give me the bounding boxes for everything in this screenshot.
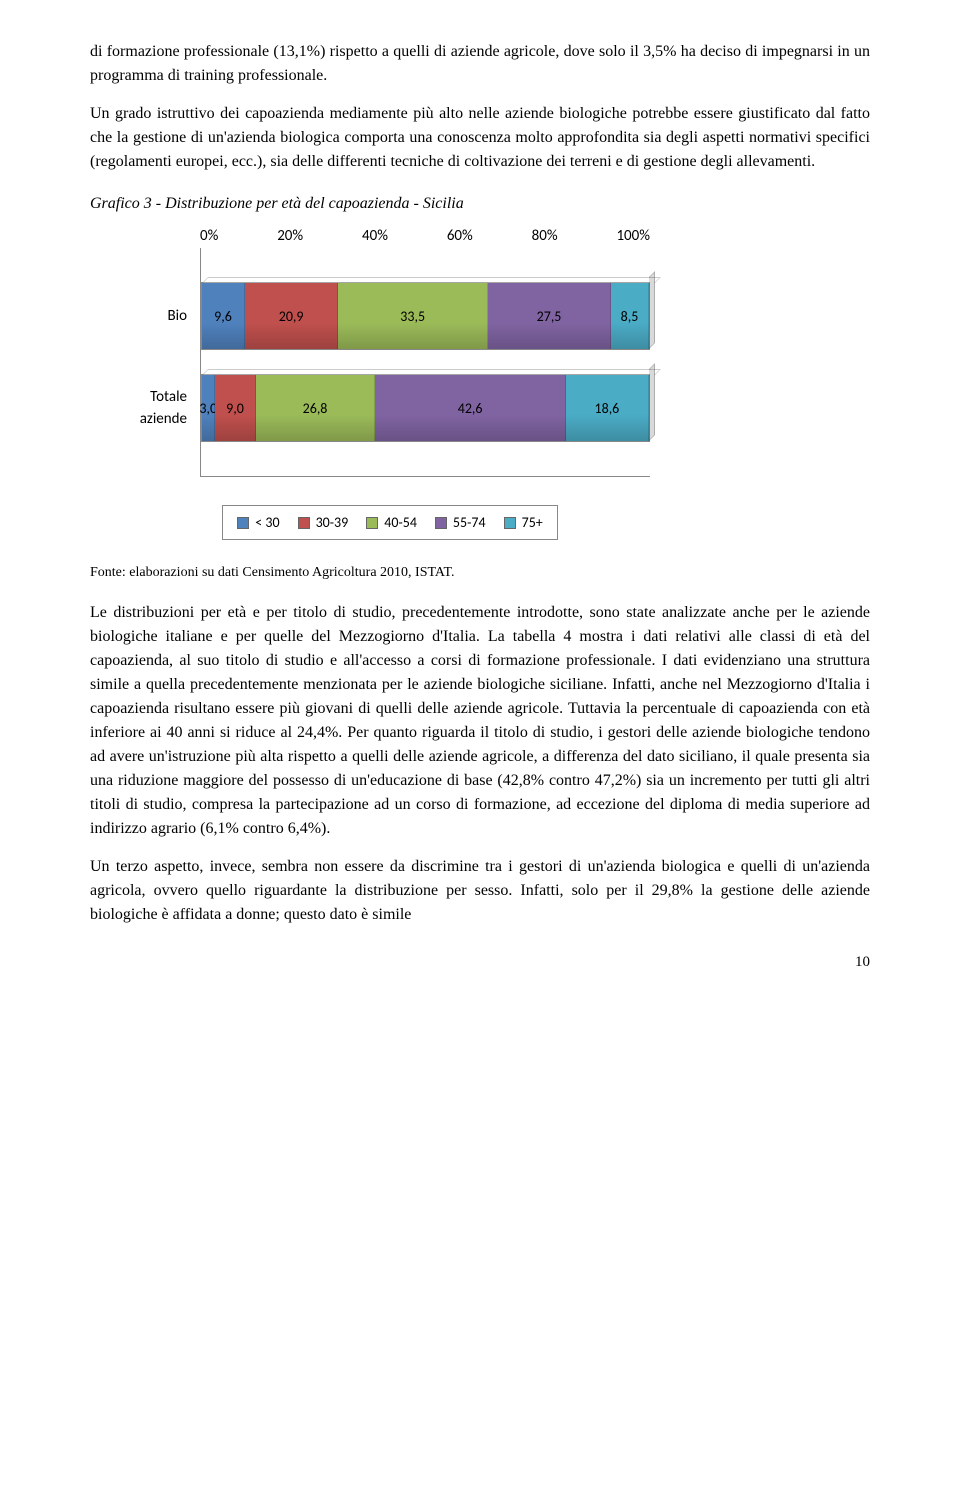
- body-paragraph: di formazione professionale (13,1%) risp…: [90, 40, 870, 88]
- legend-item: 30-39: [298, 512, 349, 533]
- bar-segment: 9,6: [202, 283, 245, 349]
- segment-value: 9,0: [226, 398, 244, 419]
- legend-label: 30-39: [316, 512, 349, 533]
- chart-title: Grafico 3 - Distribuzione per età del ca…: [90, 192, 870, 216]
- x-tick: 60%: [447, 225, 473, 248]
- legend-item: 75+: [504, 512, 543, 533]
- legend-swatch: [435, 517, 447, 529]
- page-number: 10: [90, 951, 870, 974]
- x-tick: 40%: [362, 225, 388, 248]
- x-tick: 100%: [616, 225, 650, 248]
- chart-source: Fonte: elaborazioni su dati Censimento A…: [90, 562, 870, 583]
- segment-value: 18,6: [595, 398, 620, 419]
- legend-label: < 30: [255, 512, 279, 533]
- chart-legend: < 30 30-39 40-54 55-74 75+: [222, 505, 558, 540]
- plot-area: Bio9,620,933,527,58,5Totale aziende3,09,…: [200, 248, 650, 477]
- legend-item: 40-54: [366, 512, 417, 533]
- body-paragraph: Un grado istruttivo dei capoazienda medi…: [90, 102, 870, 174]
- segment-value: 8,5: [621, 306, 639, 327]
- legend-item: < 30: [237, 512, 279, 533]
- x-axis-ticks: 0% 20% 40% 60% 80% 100%: [130, 224, 650, 248]
- legend-swatch: [504, 517, 516, 529]
- segment-value: 9,6: [214, 306, 232, 327]
- legend-swatch: [366, 517, 378, 529]
- x-tick: 20%: [277, 225, 303, 248]
- bar-segment: 8,5: [611, 283, 649, 349]
- bar-segment: 18,6: [566, 375, 649, 441]
- segment-value: 33,5: [400, 306, 425, 327]
- x-tick: 0%: [200, 225, 218, 248]
- bar-row: Bio 9,6 20,9 33,5 27,5 8,5: [131, 282, 650, 350]
- body-paragraph: Un terzo aspetto, invece, sembra non ess…: [90, 855, 870, 927]
- segment-value: 27,5: [537, 306, 562, 327]
- bar-segment: 42,6: [375, 375, 565, 441]
- segment-value: 26,8: [303, 398, 328, 419]
- legend-swatch: [237, 517, 249, 529]
- stacked-bar: 3,0 9,0 26,8 42,6 18,6: [201, 374, 650, 442]
- bar-segment: 20,9: [245, 283, 338, 349]
- bar-segment: 9,0: [215, 375, 255, 441]
- legend-swatch: [298, 517, 310, 529]
- stacked-bar: 9,6 20,9 33,5 27,5 8,5: [201, 282, 650, 350]
- body-paragraph: Le distribuzioni per età e per titolo di…: [90, 601, 870, 841]
- bar-segment: 27,5: [488, 283, 611, 349]
- category-label: Bio: [131, 305, 201, 328]
- category-label: Totale aziende: [131, 386, 201, 431]
- legend-label: 55-74: [453, 512, 486, 533]
- segment-value: 20,9: [279, 306, 304, 327]
- legend-label: 75+: [522, 512, 543, 533]
- bar-segment: 33,5: [338, 283, 488, 349]
- segment-value: 42,6: [458, 398, 483, 419]
- bar-segment: 3,0: [202, 375, 215, 441]
- age-distribution-chart: 0% 20% 40% 60% 80% 100% Bio 9,6 20,9 33,5 27…: [130, 224, 650, 540]
- legend-item: 55-74: [435, 512, 486, 533]
- x-tick: 80%: [532, 225, 558, 248]
- segment-value: 3,0: [199, 398, 217, 419]
- legend-label: 40-54: [384, 512, 417, 533]
- bar-segment: 26,8: [256, 375, 376, 441]
- bar-row: Totale aziende3,0 9,0 26,8 42,6 18,6: [131, 374, 650, 442]
